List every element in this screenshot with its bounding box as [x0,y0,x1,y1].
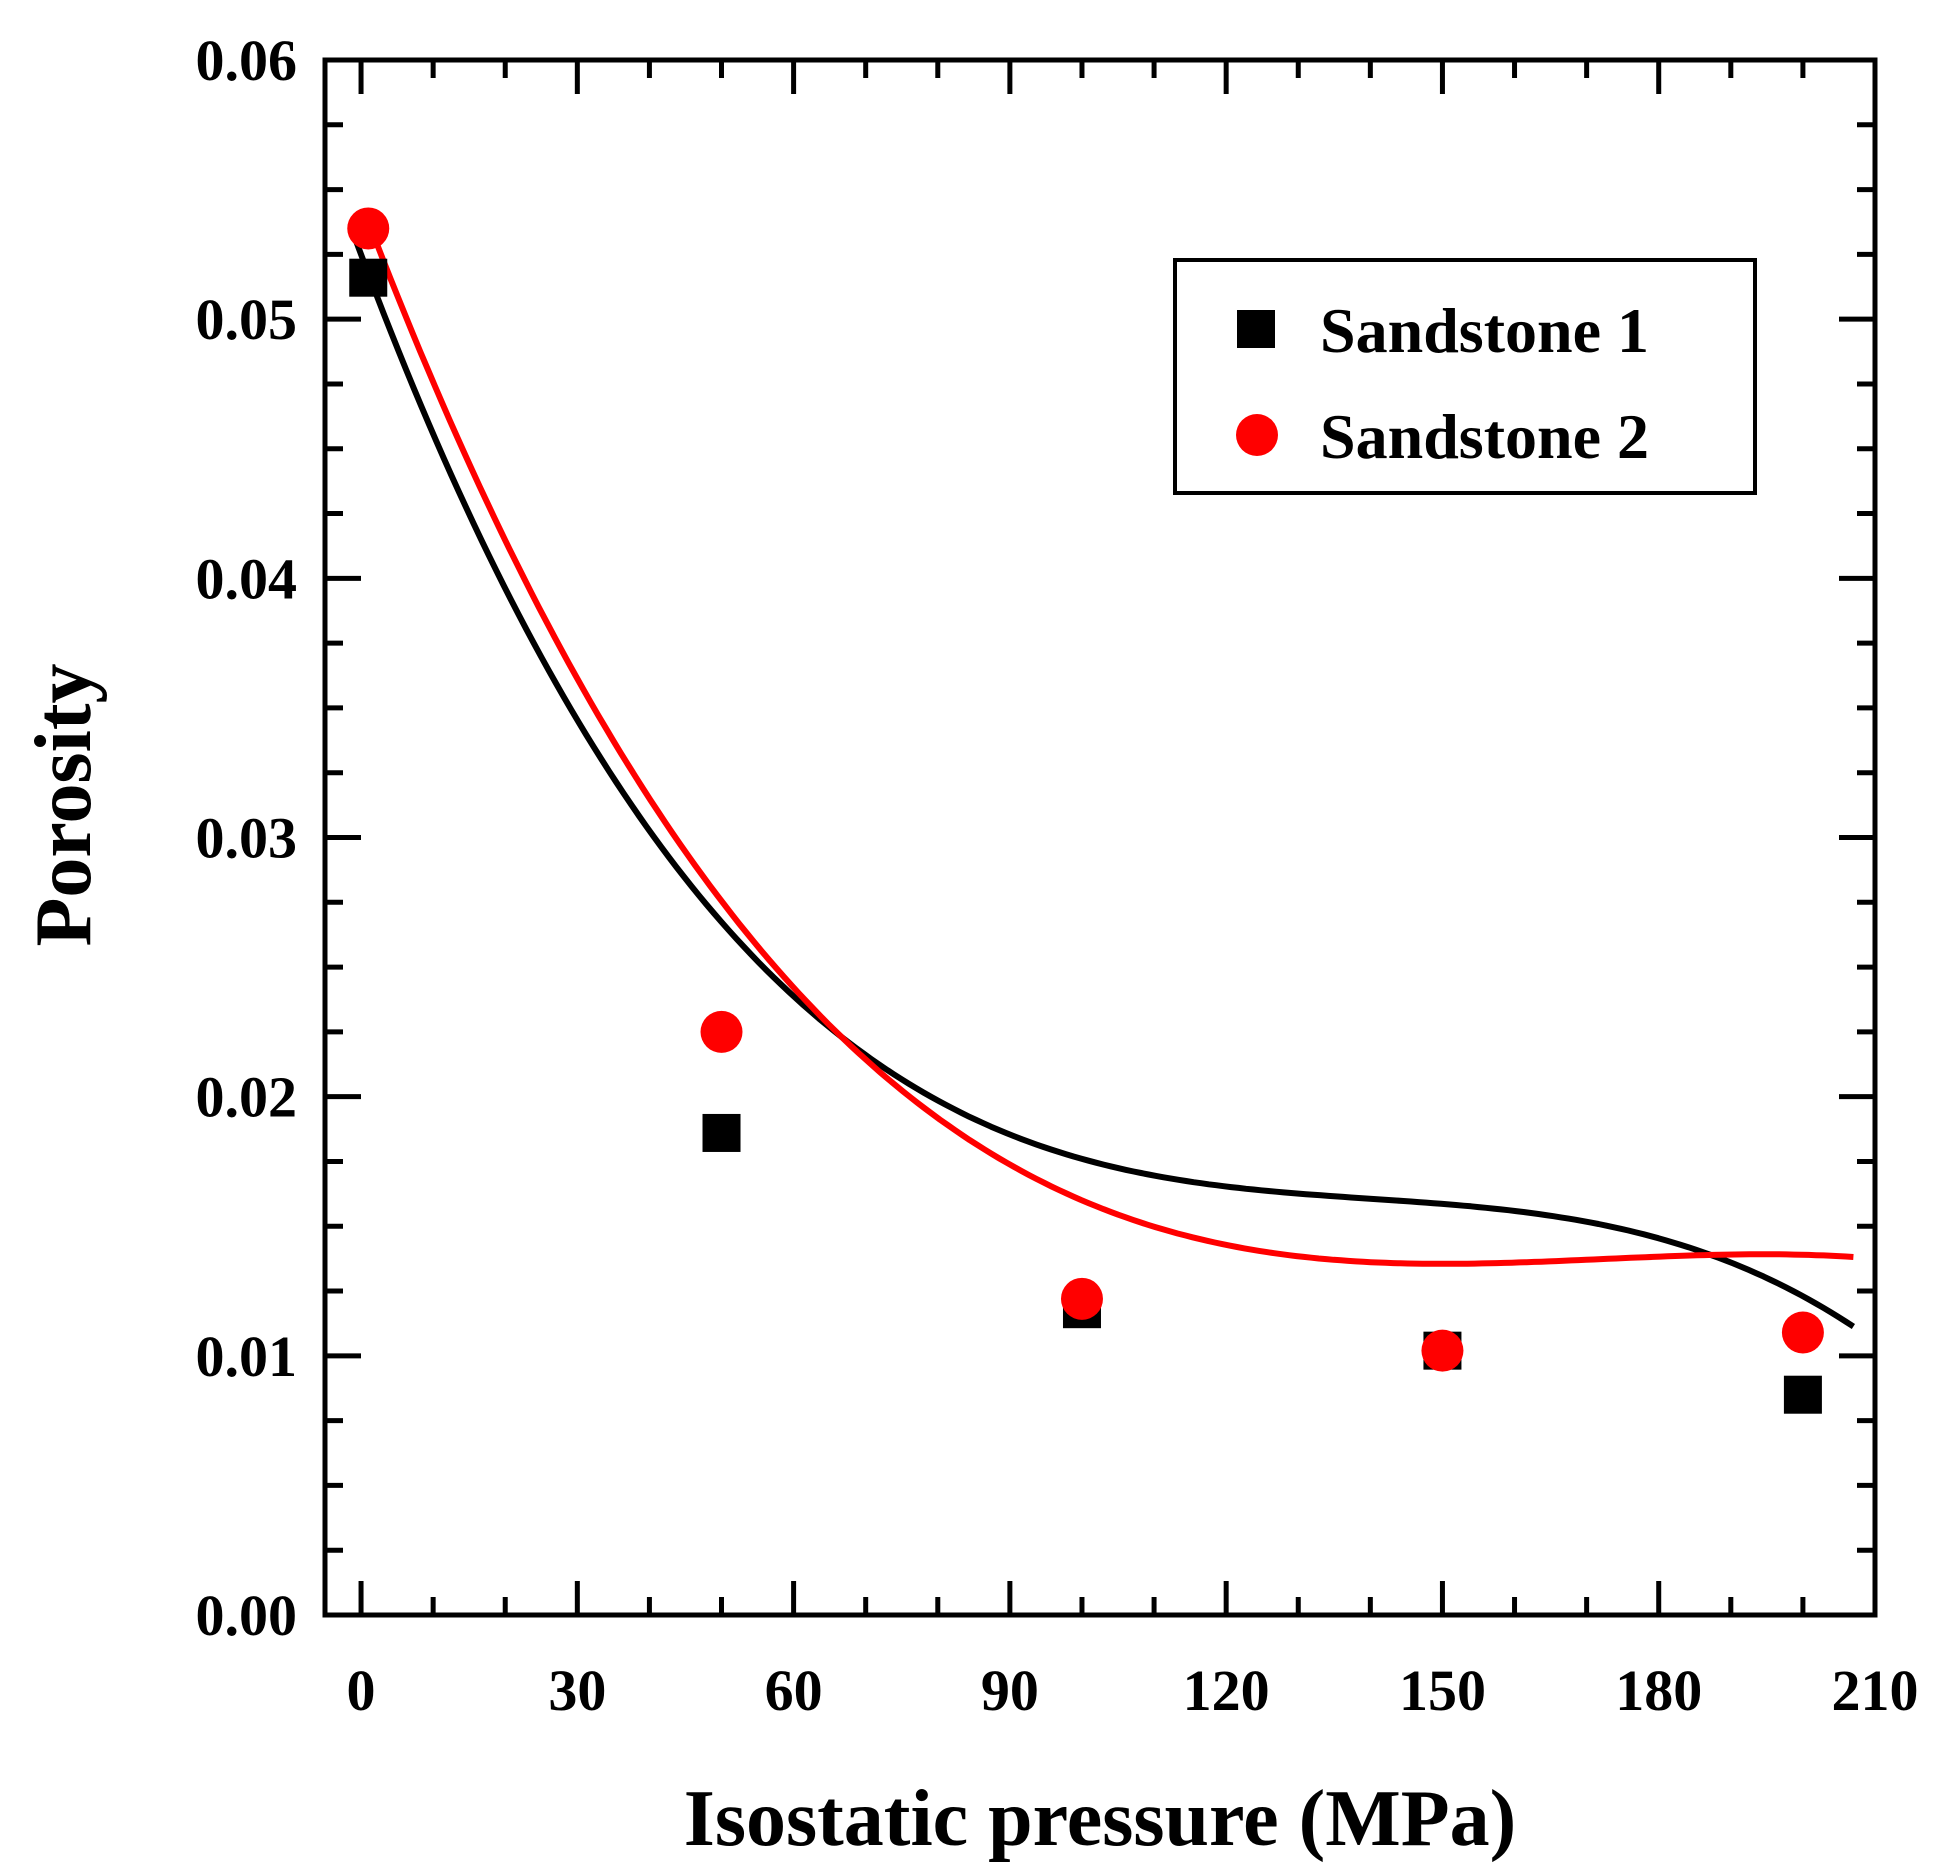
data-points [347,207,1824,1414]
x-tick-label: 180 [1615,1658,1702,1723]
y-axis-title: Porosity [20,664,108,947]
x-axis-title: Isostatic pressure (MPa) [684,1775,1516,1863]
x-tick-label: 120 [1183,1658,1270,1723]
y-tick-labels: 0.00 0.01 0.02 0.03 0.04 0.05 0.06 [196,28,298,1648]
x-tick-label: 60 [765,1658,823,1723]
x-tick-label: 150 [1399,1658,1486,1723]
x-tick-label: 30 [548,1658,606,1723]
data-point-series-1 [349,258,388,297]
y-tick-label: 0.02 [196,1065,298,1130]
x-tick-label: 0 [347,1658,376,1723]
data-point-series-2 [1060,1277,1103,1320]
x-tick-label: 90 [981,1658,1039,1723]
y-tick-label: 0.04 [196,546,298,611]
legend-marker-sandstone-1 [1237,310,1275,348]
y-tick-label: 0.00 [196,1583,298,1648]
fit-lines [350,220,1856,1330]
data-point-series-2 [347,207,390,250]
x-tick-label: 210 [1832,1658,1919,1723]
data-point-series-1 [1783,1375,1822,1414]
data-point-series-2 [700,1010,743,1053]
legend-marker-sandstone-2 [1236,414,1278,456]
y-tick-label: 0.05 [196,287,298,352]
legend-box [1173,258,1757,495]
y-tick-label: 0.06 [196,28,298,93]
axis-ticks [325,57,1878,1618]
legend: Sandstone 1 Sandstone 2 [1173,258,1757,495]
y-tick-label: 0.01 [196,1324,298,1389]
x-tick-labels: 0 30 60 90 120 150 180 210 [347,1658,1919,1723]
legend-label-sandstone-1: Sandstone 1 [1320,295,1649,366]
fit-line-series-1 [350,233,1856,1330]
legend-label-sandstone-2: Sandstone 2 [1320,401,1649,472]
data-point-series-1 [702,1113,741,1152]
data-point-series-2 [1421,1329,1464,1372]
fit-line-series-2 [365,220,1854,1267]
y-tick-label: 0.03 [196,806,298,871]
data-point-series-2 [1781,1311,1824,1354]
